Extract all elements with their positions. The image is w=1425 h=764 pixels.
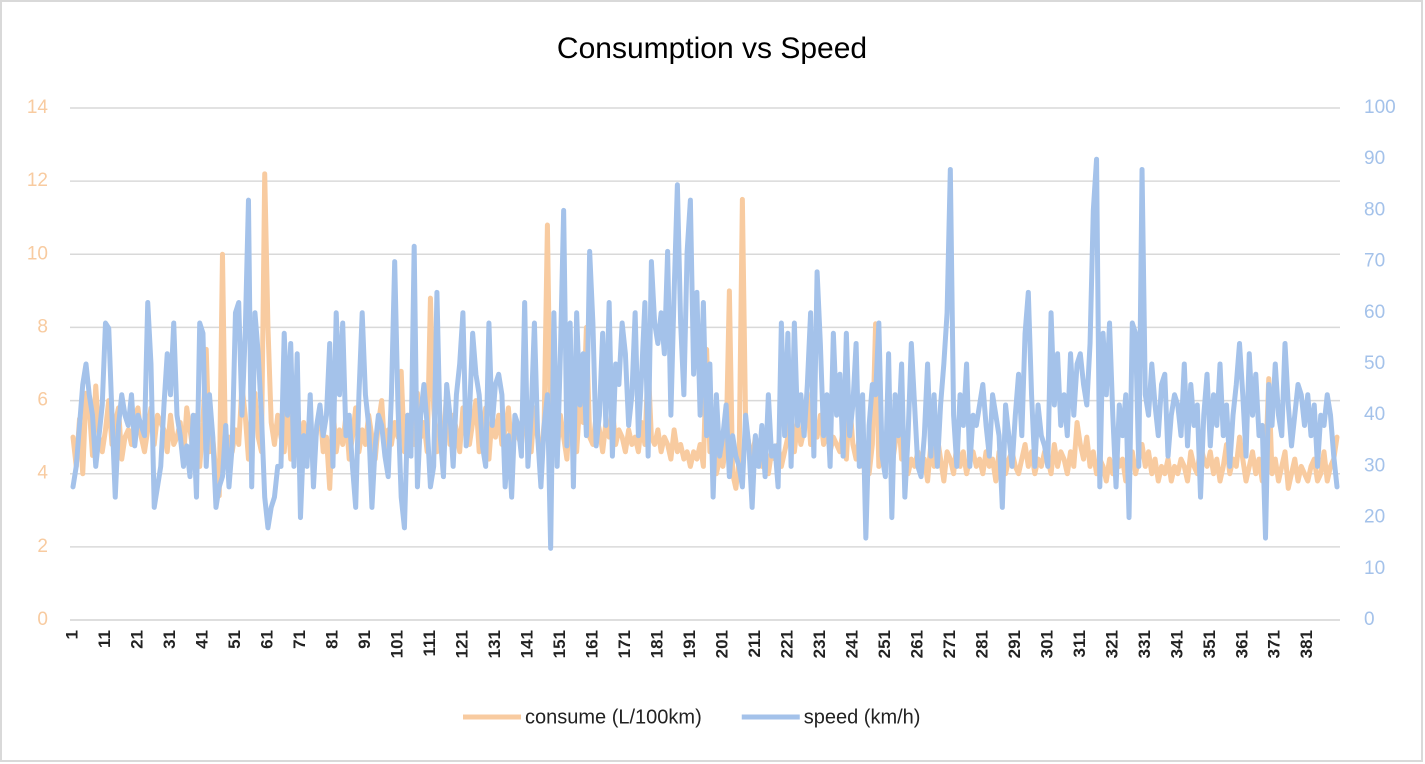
x-tick-label: 371 — [1265, 630, 1284, 658]
x-tick-label: 321 — [1102, 630, 1121, 658]
y2-tick-label: 100 — [1364, 97, 1396, 118]
x-tick-label: 351 — [1200, 630, 1219, 658]
x-tick-label: 51 — [225, 630, 244, 649]
x-tick-label: 171 — [615, 630, 634, 658]
x-tick-label: 221 — [777, 630, 796, 658]
legend-label: consume (L/100km) — [525, 706, 702, 728]
x-tick-label: 91 — [355, 630, 374, 649]
x-tick-label: 111 — [420, 630, 439, 657]
x-tick-label: 61 — [257, 630, 276, 649]
series-line — [70, 156, 1340, 551]
x-tick-label: 271 — [940, 630, 959, 658]
y2-tick-label: 30 — [1364, 455, 1385, 476]
y-tick-label: 10 — [27, 243, 48, 264]
x-tick-label: 281 — [972, 630, 991, 658]
x-tick-label: 291 — [1005, 630, 1024, 658]
y2-tick-label: 70 — [1364, 251, 1385, 272]
x-tick-label: 161 — [582, 630, 601, 658]
y-tick-label: 8 — [37, 316, 48, 337]
x-tick-label: 331 — [1135, 630, 1154, 658]
x-tick-label: 201 — [712, 630, 731, 658]
x-tick-label: 131 — [485, 630, 504, 658]
x-tick-label: 361 — [1232, 630, 1251, 658]
y-tick-label: 6 — [37, 390, 48, 411]
chart-title: Consumption vs Speed — [557, 32, 867, 65]
x-tick-label: 31 — [160, 630, 179, 649]
y2-tick-label: 20 — [1364, 507, 1385, 528]
x-tick-label: 81 — [322, 630, 341, 649]
x-tick-label: 151 — [550, 630, 569, 658]
x-tick-label: 241 — [842, 630, 861, 658]
y2-tick-label: 40 — [1364, 404, 1385, 425]
x-tick-label: 1 — [62, 630, 81, 639]
x-tick-label: 101 — [387, 630, 406, 658]
y-tick-label: 0 — [37, 609, 48, 630]
y2-tick-label: 50 — [1364, 353, 1385, 374]
x-tick-label: 141 — [517, 630, 536, 658]
x-tick-label: 11 — [95, 630, 114, 648]
x-tick-label: 301 — [1037, 630, 1056, 658]
y-tick-label: 14 — [27, 97, 49, 118]
x-tick-label: 21 — [127, 630, 146, 649]
legend-label: speed (km/h) — [804, 706, 921, 728]
x-tick-label: 181 — [647, 630, 666, 658]
y2-tick-label: 90 — [1364, 148, 1385, 169]
x-tick-label: 341 — [1167, 630, 1186, 658]
y2-tick-label: 0 — [1364, 609, 1375, 630]
x-tick-label: 251 — [875, 630, 894, 658]
x-tick-label: 311 — [1070, 630, 1089, 657]
y2-tick-label: 60 — [1364, 302, 1385, 323]
y-tick-label: 2 — [37, 536, 48, 557]
y-tick-label: 4 — [37, 463, 48, 484]
x-tick-label: 191 — [680, 630, 699, 658]
y2-tick-label: 80 — [1364, 199, 1385, 220]
y-tick-label: 12 — [27, 170, 48, 191]
x-tick-label: 211 — [745, 630, 764, 657]
x-tick-label: 381 — [1297, 630, 1316, 658]
x-tick-label: 121 — [452, 630, 471, 658]
y2-tick-label: 10 — [1364, 558, 1385, 579]
x-tick-label: 231 — [810, 630, 829, 658]
x-tick-label: 41 — [192, 630, 211, 649]
x-tick-label: 71 — [290, 630, 309, 649]
x-tick-label: 261 — [907, 630, 926, 658]
